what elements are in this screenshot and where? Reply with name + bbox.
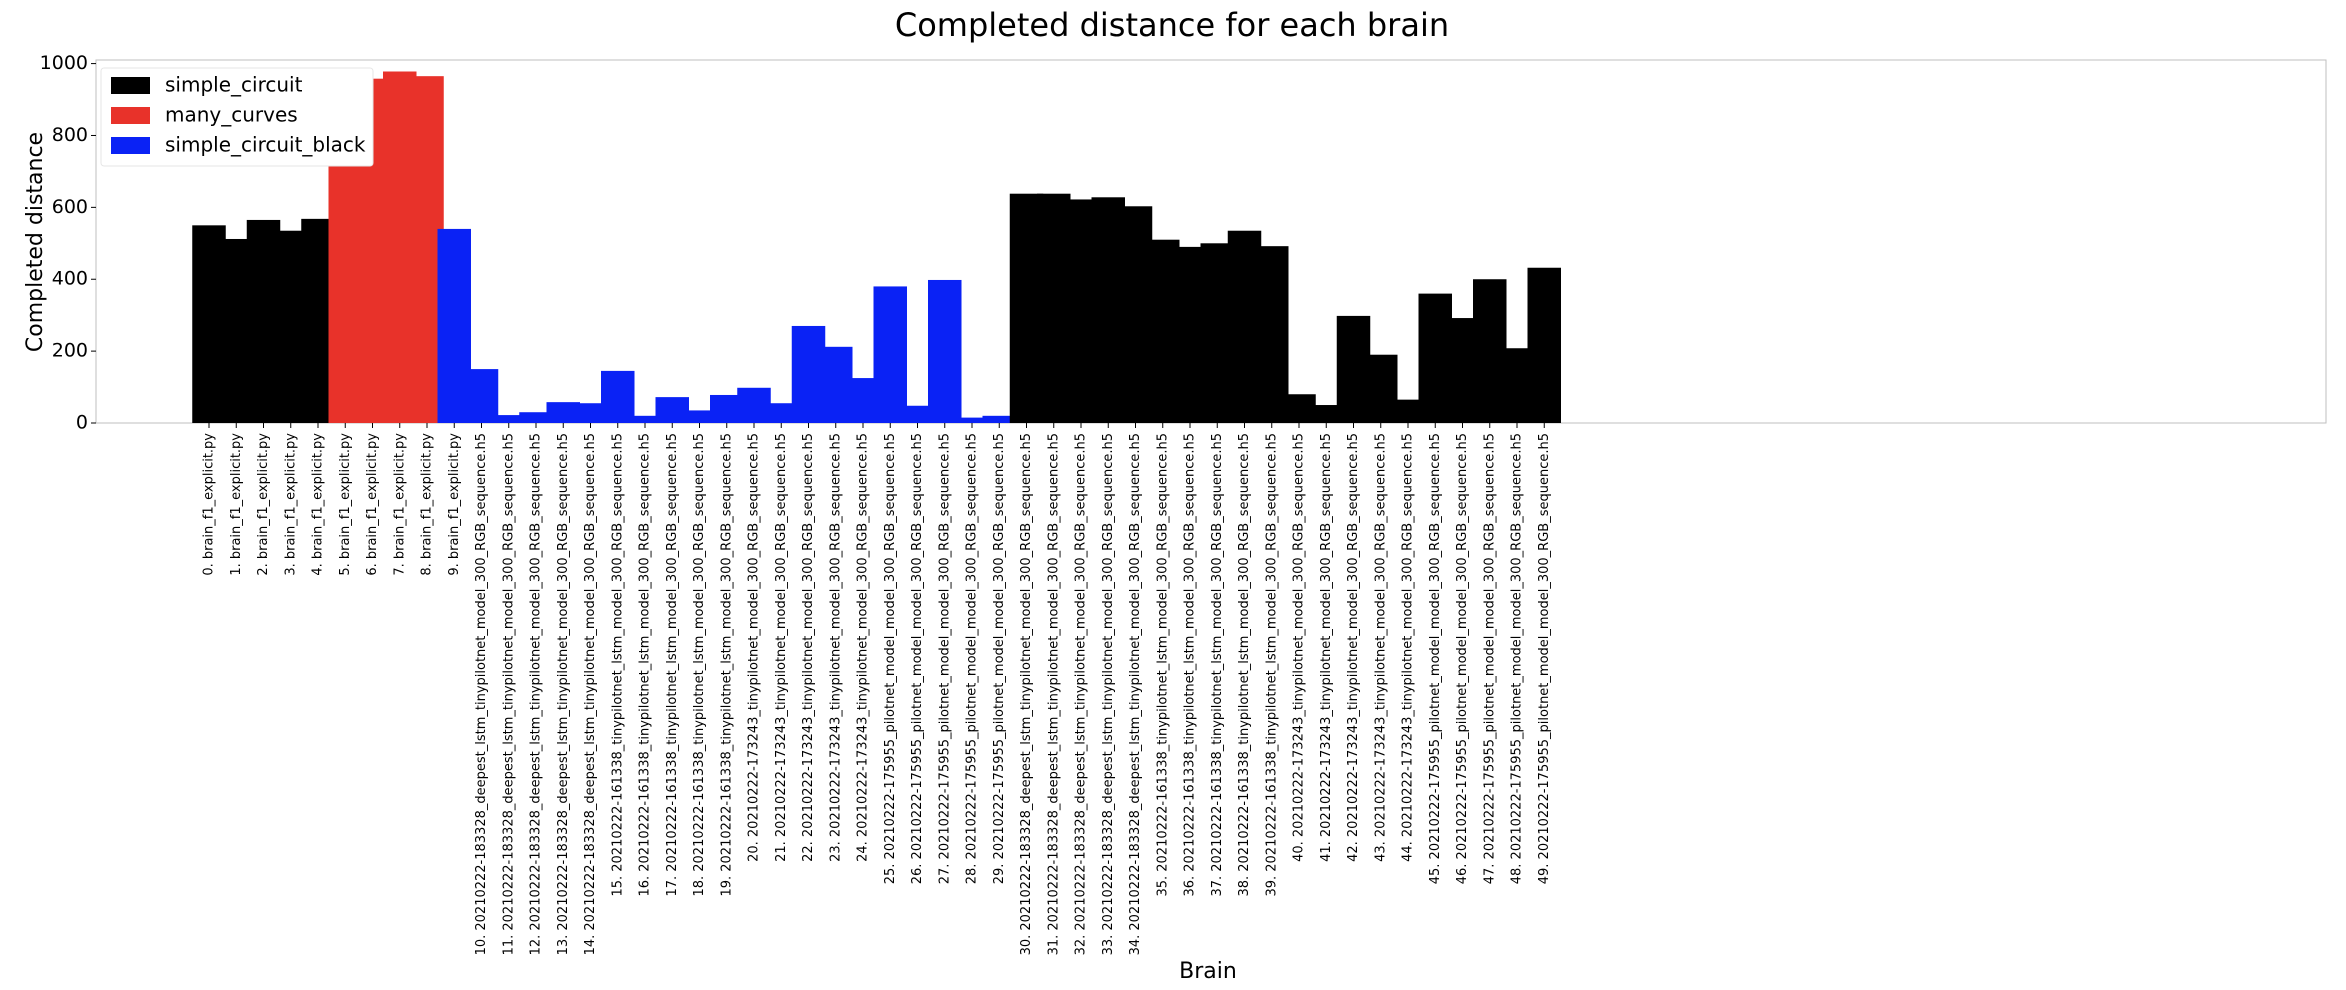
y-tick-label: 800 [52, 124, 88, 146]
x-tick-label: 32. 20210222-183328_deepest_lstm_tinypil… [1074, 433, 1089, 955]
x-tick-label: 10. 20210222-183328_deepest_lstm_tinypil… [474, 433, 489, 955]
x-tick-label: 26. 20210222-175955_pilotnet_model_model… [910, 433, 925, 884]
chart-title: Completed distance for each brain [895, 6, 1449, 44]
bar [1527, 267, 1561, 423]
x-tick-label: 48. 20210222-175955_pilotnet_model_model… [1510, 433, 1525, 884]
x-tick-label: 27. 20210222-175955_pilotnet_model_model… [937, 433, 952, 884]
y-tick-label: 600 [52, 196, 88, 218]
x-tick-label: 35. 20210222-161338_tinypilotnet_lstm_mo… [1155, 433, 1170, 897]
bar [492, 415, 526, 423]
bar [1309, 405, 1343, 423]
x-tick-label: 38. 20210222-161338_tinypilotnet_lstm_mo… [1237, 433, 1252, 897]
x-tick-label: 24. 20210222-173243_tinypilotnet_model_3… [856, 433, 871, 862]
bar [900, 405, 935, 423]
legend-swatch [111, 77, 150, 94]
x-tick-label: 18. 20210222-161338_tinypilotnet_lstm_mo… [692, 433, 707, 897]
x-tick-label: 44. 20210222-173243_tinypilotnet_model_3… [1401, 433, 1416, 862]
bar [519, 412, 553, 423]
bar [1255, 246, 1289, 423]
x-tick-label: 29. 20210222-175955_pilotnet_model_model… [992, 433, 1007, 884]
y-tick-label: 400 [52, 268, 88, 290]
bar [928, 279, 962, 423]
y-tick-label: 0 [76, 412, 88, 434]
x-tick-label: 12. 20210222-183328_deepest_lstm_tinypil… [529, 433, 544, 955]
y-axis-label: Completed distance [23, 132, 48, 352]
bar [573, 403, 608, 423]
y-tick-label: 200 [52, 340, 88, 362]
legend-swatch [111, 137, 150, 154]
x-tick-label: 20. 20210222-173243_tinypilotnet_model_3… [747, 433, 762, 862]
legend-label: many_curves [165, 103, 298, 127]
legend: simple_circuit many_curves simple_circuit_… [100, 67, 374, 167]
x-tick-label: 7. brain_f1_explicit.py [392, 433, 407, 576]
x-tick-label: 16. 20210222-161338_tinypilotnet_lstm_mo… [638, 433, 653, 897]
x-tick-label: 6. brain_f1_explicit.py [365, 433, 380, 576]
x-tick-label: 39. 20210222-161338_tinypilotnet_lstm_mo… [1264, 433, 1279, 897]
x-tick-label: 40. 20210222-173243_tinypilotnet_model_3… [1292, 433, 1307, 862]
bar [982, 415, 1016, 423]
legend-swatch [111, 107, 150, 124]
x-tick-label: 42. 20210222-173243_tinypilotnet_model_3… [1346, 433, 1361, 862]
x-tick-label: 15. 20210222-161338_tinypilotnet_lstm_mo… [610, 433, 625, 897]
bar [955, 417, 989, 423]
x-tick-label: 36. 20210222-161338_tinypilotnet_lstm_mo… [1183, 433, 1198, 897]
x-tick-label: 14. 20210222-183328_deepest_lstm_tinypil… [583, 433, 598, 955]
bar [628, 415, 662, 423]
x-axis-ticks: 0. brain_f1_explicit.py 1. brain_f1_expli… [202, 423, 1552, 955]
x-tick-label: 41. 20210222-173243_tinypilotnet_model_3… [1319, 433, 1334, 862]
legend-label: simple_circuit [165, 73, 303, 97]
x-tick-label: 22. 20210222-173243_tinypilotnet_model_3… [801, 433, 816, 862]
y-axis-ticks: 0 200 400 600 800 1000 [40, 52, 96, 434]
x-tick-label: 0. brain_f1_explicit.py [202, 433, 217, 576]
x-tick-label: 25. 20210222-175955_pilotnet_model_model… [883, 433, 898, 884]
bars-group [192, 71, 1561, 424]
x-tick-label: 34. 20210222-183328_deepest_lstm_tinypil… [1128, 433, 1143, 955]
x-tick-label: 17. 20210222-161338_tinypilotnet_lstm_mo… [665, 433, 680, 897]
bar [601, 370, 635, 423]
x-axis-label: Brain [1179, 959, 1237, 984]
bar [682, 410, 717, 423]
x-tick-label: 19. 20210222-161338_tinypilotnet_lstm_mo… [719, 433, 734, 897]
bar [546, 402, 580, 423]
x-tick-label: 8. brain_f1_explicit.py [420, 433, 435, 576]
x-tick-label: 4. brain_f1_explicit.py [311, 433, 326, 576]
x-tick-label: 49. 20210222-175955_pilotnet_model_model… [1537, 433, 1552, 884]
x-tick-label: 31. 20210222-183328_deepest_lstm_tinypil… [1046, 433, 1061, 955]
x-tick-label: 11. 20210222-183328_deepest_lstm_tinypil… [501, 433, 516, 955]
legend-label: simple_circuit_black [165, 133, 366, 157]
x-tick-label: 33. 20210222-183328_deepest_lstm_tinypil… [1101, 433, 1116, 955]
x-tick-label: 28. 20210222-175955_pilotnet_model_model… [965, 433, 980, 884]
x-tick-label: 9. brain_f1_explicit.py [447, 433, 462, 576]
x-tick-label: 43. 20210222-173243_tinypilotnet_model_3… [1373, 433, 1388, 862]
y-tick-label: 1000 [40, 52, 88, 74]
bar [1391, 399, 1425, 423]
x-tick-label: 21. 20210222-173243_tinypilotnet_model_3… [774, 433, 789, 862]
x-tick-label: 37. 20210222-161338_tinypilotnet_lstm_mo… [1210, 433, 1225, 897]
x-tick-label: 1. brain_f1_explicit.py [229, 433, 244, 576]
x-tick-label: 46. 20210222-175955_pilotnet_model_model… [1455, 433, 1470, 884]
x-tick-label: 47. 20210222-175955_pilotnet_model_model… [1482, 433, 1497, 884]
x-tick-label: 23. 20210222-173243_tinypilotnet_model_3… [828, 433, 843, 862]
bar [764, 403, 798, 423]
x-tick-label: 2. brain_f1_explicit.py [256, 433, 271, 576]
x-tick-label: 45. 20210222-175955_pilotnet_model_model… [1428, 433, 1443, 884]
x-tick-label: 13. 20210222-183328_deepest_lstm_tinypil… [556, 433, 571, 955]
x-tick-label: 5. brain_f1_explicit.py [338, 433, 353, 576]
x-tick-label: 3. brain_f1_explicit.py [283, 433, 298, 576]
bar [873, 286, 907, 423]
bar [464, 369, 499, 423]
legend-frame [100, 67, 374, 167]
x-tick-label: 30. 20210222-183328_deepest_lstm_tinypil… [1019, 433, 1034, 955]
